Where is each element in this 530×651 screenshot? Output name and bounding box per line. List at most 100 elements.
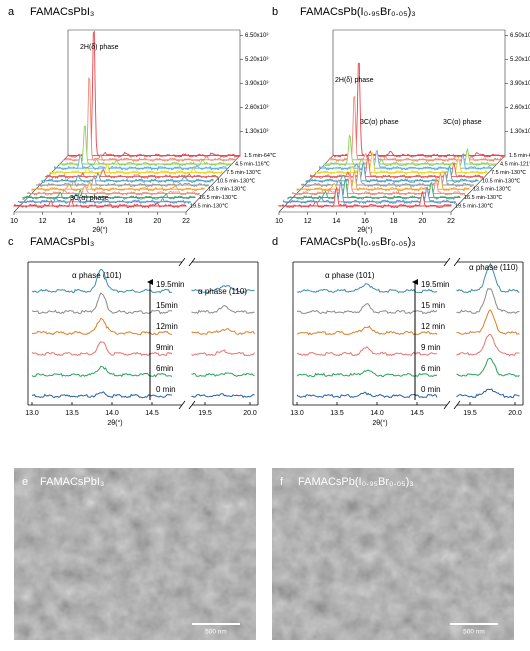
x-tick-label: 20.0	[508, 410, 522, 417]
xrd-curve	[40, 172, 214, 184]
annotation: 3C(α) phase	[70, 195, 109, 202]
z-tick-label: 2.60x10³	[245, 105, 268, 111]
x-tick-label: 14.0	[370, 410, 384, 417]
xrd-curve	[296, 283, 438, 294]
x-tick-label: 14.0	[105, 410, 119, 417]
x-tick-label: 20	[418, 218, 426, 225]
series-label: 1.5 min-64℃	[244, 153, 277, 159]
xrd-curve	[191, 328, 255, 335]
scale-bar-label: 500 nm	[463, 629, 485, 636]
xrd-curve	[283, 180, 456, 205]
x-axis-label: 2θ(°)	[107, 419, 122, 427]
xrd-curve	[456, 357, 520, 377]
xrd-curve	[191, 393, 255, 399]
series-label: 12 min	[421, 322, 445, 331]
x-tick-label: 10	[10, 218, 18, 225]
z-tick-label: 6.50x10³	[510, 33, 530, 39]
z-tick-label: 1.30x10³	[245, 129, 268, 135]
xrd-curve	[32, 391, 172, 399]
x-tick-label: 10	[275, 218, 283, 225]
panel-letter: f	[280, 476, 284, 488]
annotation: α phase (101)	[72, 271, 122, 280]
axis-line	[178, 257, 186, 267]
axis-line	[450, 155, 506, 213]
z-tick-label: 6.50x10³	[245, 33, 268, 39]
z-tick-label: 1.30x10³	[510, 129, 530, 135]
series-label: 0 min	[156, 385, 176, 394]
xrd-curve	[456, 388, 520, 399]
axis-line	[443, 400, 451, 410]
series-label: 19.5 min-130℃	[190, 203, 229, 209]
series-label: 16.5 min-130℃	[464, 195, 503, 201]
z-tick-label: 3.90x10³	[510, 81, 530, 87]
series-label: 13.5 min-130℃	[208, 187, 247, 193]
series-label: 12min	[156, 322, 178, 331]
xrd-curve	[67, 30, 241, 158]
xrd-curve	[18, 192, 191, 205]
xrd-curve	[22, 189, 196, 200]
annotation: α phase (110)	[469, 263, 518, 272]
xrd-curve	[296, 325, 438, 336]
xrd-curve	[191, 285, 255, 294]
xrd-curve	[456, 287, 520, 314]
panel-title: FAMACsPb(I₀.₉₅Br₀.₀₅)₃	[300, 6, 416, 18]
annotation: 2H(δ) phase	[80, 44, 119, 51]
panel-letter: c	[8, 236, 14, 248]
series-label: 7.5 min-130℃	[226, 170, 262, 176]
x-tick-label: 13.5	[65, 410, 79, 417]
x-tick-label: 16	[361, 218, 369, 225]
series-label: 4.5 min-121℃	[500, 161, 530, 167]
annotation: α phase (110)	[198, 287, 247, 296]
series-label: 16.5 min-130℃	[199, 195, 238, 201]
series-label: 9min	[156, 343, 173, 352]
xrd-curve	[45, 168, 218, 180]
panel-title: FAMACsPbI₃	[30, 6, 94, 18]
panel-title: FAMACsPbI₃	[40, 476, 104, 488]
axis-line	[443, 257, 451, 267]
xrd-curve	[301, 164, 474, 188]
xrd-curve	[31, 341, 173, 357]
xrd-curve	[191, 305, 255, 315]
xrd-curve	[191, 349, 255, 357]
xrd-curve	[292, 172, 465, 196]
xrd-curve	[31, 180, 205, 192]
annotation: 2H(δ) phase	[335, 77, 374, 84]
x-tick-label: 12	[39, 218, 47, 225]
xrd-curve	[305, 161, 479, 184]
xrd-curve	[296, 391, 438, 399]
series-label: 15 min	[421, 301, 445, 310]
x-tick-label: 14	[332, 218, 340, 225]
annotation: 3C(α) phase	[360, 119, 399, 126]
series-label: 19.5min	[156, 280, 184, 289]
x-tick-label: 13.0	[290, 410, 304, 417]
series-label: 13.5 min-130℃	[473, 187, 512, 193]
panel-letter: a	[8, 6, 15, 18]
xrd-curve	[36, 175, 209, 188]
x-axis-label: 2θ(°)	[92, 226, 107, 234]
xrd-curve	[456, 262, 520, 293]
scale-bar-label: 500 nm	[205, 629, 227, 636]
series-label: 15min	[156, 301, 178, 310]
x-tick-label: 14	[67, 218, 75, 225]
z-tick-label: 3.90x10³	[245, 81, 268, 87]
xrd-curve	[31, 317, 173, 336]
x-tick-label: 19.5	[463, 410, 477, 417]
panel-title: FAMACsPbI₃	[30, 236, 94, 248]
x-axis-label: 2θ(°)	[357, 226, 372, 234]
x-tick-label: 22	[182, 218, 190, 225]
xrd-curve	[332, 62, 506, 159]
x-tick-label: 19.5	[198, 410, 212, 417]
series-label: 9 min	[421, 343, 441, 352]
x-axis-label: 2θ(°)	[372, 419, 387, 427]
series-label: 1.5 min-64℃	[509, 153, 530, 159]
series-label: 0 min	[421, 385, 441, 394]
series-label: 6 min	[421, 364, 441, 373]
xrd-curve	[328, 95, 501, 163]
panel-letter: d	[272, 236, 278, 248]
axis-line	[188, 400, 196, 410]
x-tick-label: 12	[304, 218, 312, 225]
series-label: 6min	[156, 364, 173, 373]
xrd-curve	[58, 125, 232, 167]
series-label: 4.5 min-116℃	[235, 161, 271, 167]
